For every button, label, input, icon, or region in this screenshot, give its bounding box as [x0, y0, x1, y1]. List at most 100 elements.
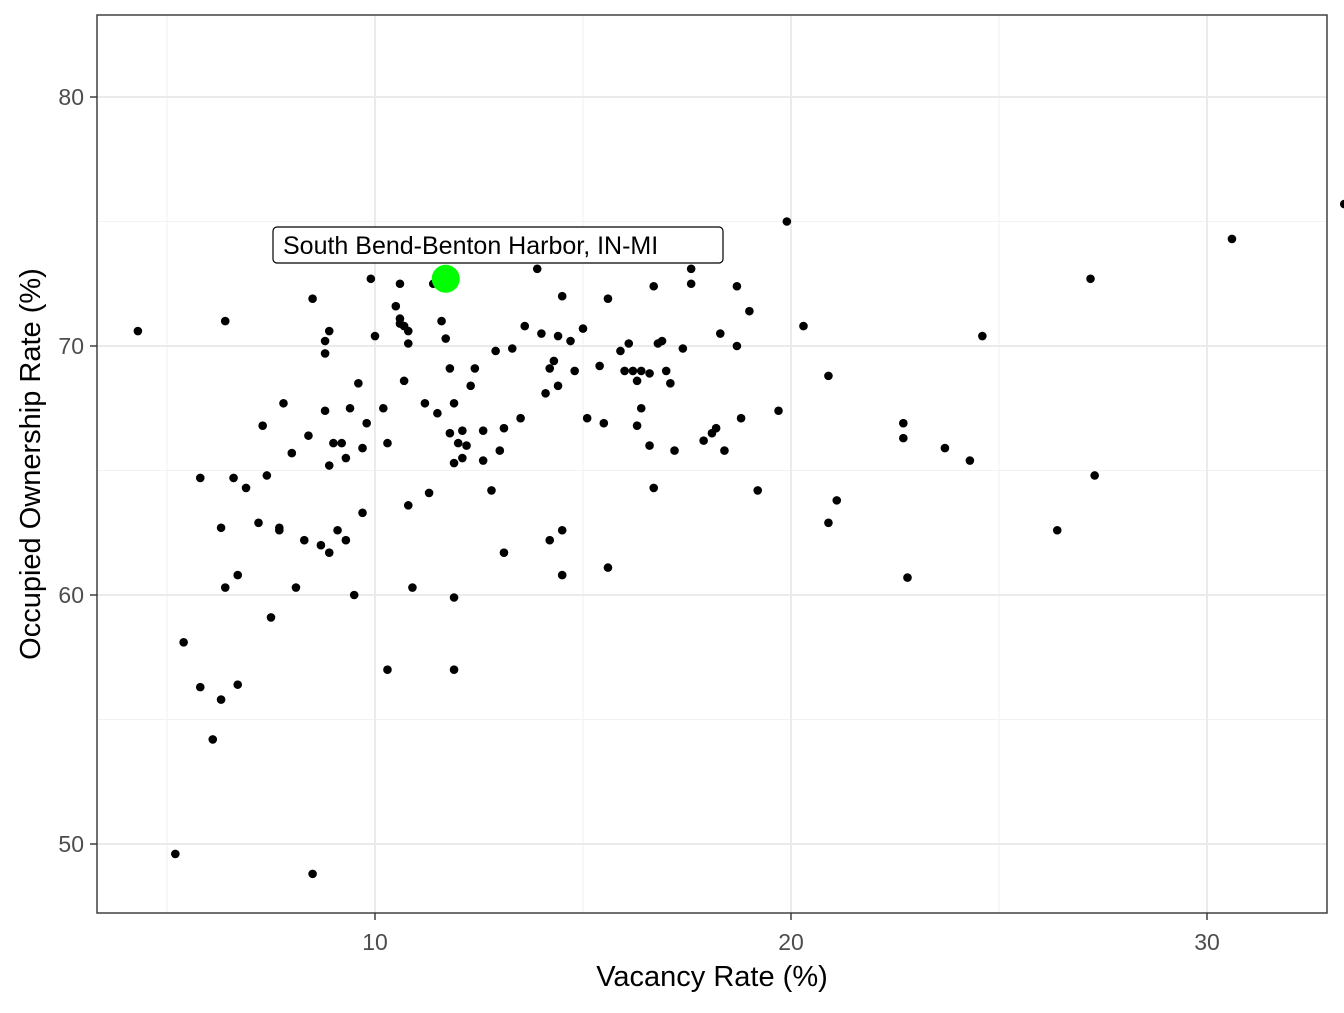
data-point: [441, 334, 451, 343]
data-point: [462, 441, 471, 450]
data-point: [566, 336, 575, 346]
data-point: [620, 366, 629, 376]
highlight-label: South Bend-Benton Harbor, IN-MI: [283, 232, 658, 260]
data-point: [745, 306, 754, 316]
data-point: [499, 548, 509, 557]
data-point: [603, 563, 613, 572]
data-point: [636, 403, 646, 413]
data-point: [541, 389, 550, 398]
data-point: [1227, 234, 1237, 244]
data-point: [732, 341, 742, 351]
data-point: [395, 279, 405, 289]
data-point: [379, 403, 388, 413]
data-point: [732, 281, 742, 291]
data-point: [337, 438, 347, 448]
data-point: [449, 593, 459, 602]
axes: 10 20 30 50 60 70 80: [58, 84, 1219, 955]
data-point: [408, 583, 417, 592]
data-point: [516, 413, 525, 423]
data-point: [670, 446, 679, 455]
data-point: [320, 336, 330, 346]
data-point: [383, 665, 392, 674]
data-point: [299, 535, 309, 545]
data-point: [262, 471, 272, 480]
data-point: [229, 473, 238, 483]
data-point: [358, 508, 367, 518]
data-point: [458, 453, 467, 463]
x-tick-label: 30: [1194, 929, 1220, 955]
data-point: [308, 869, 317, 879]
data-point: [354, 379, 363, 388]
data-point: [624, 339, 634, 348]
data-point: [366, 274, 376, 284]
data-point: [507, 344, 517, 353]
data-point: [1339, 199, 1344, 209]
data-point: [370, 331, 380, 341]
data-point: [266, 613, 276, 622]
data-point: [445, 428, 455, 438]
data-point: [403, 326, 413, 336]
panel-border: [96, 14, 1328, 914]
data-point: [241, 483, 251, 493]
data-point: [437, 316, 446, 326]
data-point: [824, 371, 833, 381]
data-point: [208, 735, 218, 744]
data-point: [628, 366, 638, 376]
data-point: [557, 570, 567, 580]
data-point: [349, 590, 359, 600]
data-point: [433, 408, 442, 418]
data-point: [678, 344, 688, 353]
data-point: [304, 431, 313, 440]
data-point: [195, 682, 205, 692]
data-point: [499, 423, 509, 433]
highlight-label-box: [272, 226, 724, 264]
data-point: [824, 518, 833, 528]
data-point: [578, 324, 588, 333]
data-point: [324, 326, 334, 336]
data-point: [537, 329, 546, 338]
data-point: [782, 217, 792, 226]
data-point: [403, 501, 413, 510]
data-point: [557, 291, 567, 301]
data-point: [657, 336, 667, 346]
data-point: [478, 426, 488, 435]
data-point: [1090, 471, 1099, 480]
data-point: [445, 364, 455, 373]
data-point: [686, 279, 696, 289]
data-point: [233, 570, 243, 580]
data-point: [171, 849, 180, 859]
data-point: [478, 456, 488, 465]
y-tick-label: 70: [58, 333, 84, 359]
data-point: [582, 413, 592, 423]
data-point: [449, 665, 459, 674]
data-point: [899, 433, 908, 443]
data-point: [570, 366, 579, 376]
data-point: [720, 446, 729, 455]
data-point: [711, 423, 721, 433]
data-point: [287, 448, 297, 458]
data-point: [358, 443, 367, 453]
grid-lines: [97, 15, 1327, 913]
data-point: [308, 294, 317, 303]
data-points: [133, 199, 1344, 879]
data-point: [940, 443, 950, 453]
data-point: [595, 361, 604, 371]
data-point: [329, 438, 338, 448]
data-point: [753, 486, 763, 495]
data-point: [233, 680, 243, 689]
data-point: [632, 421, 642, 430]
data-point: [316, 540, 326, 550]
data-point: [453, 438, 463, 448]
data-point: [179, 638, 188, 647]
data-point: [636, 366, 646, 376]
data-point: [899, 418, 908, 428]
data-point: [324, 548, 334, 557]
x-tick-label: 10: [362, 929, 388, 955]
y-tick-label: 50: [58, 831, 84, 857]
data-point: [978, 331, 987, 341]
data-point: [1052, 525, 1062, 535]
data-point: [487, 486, 496, 495]
